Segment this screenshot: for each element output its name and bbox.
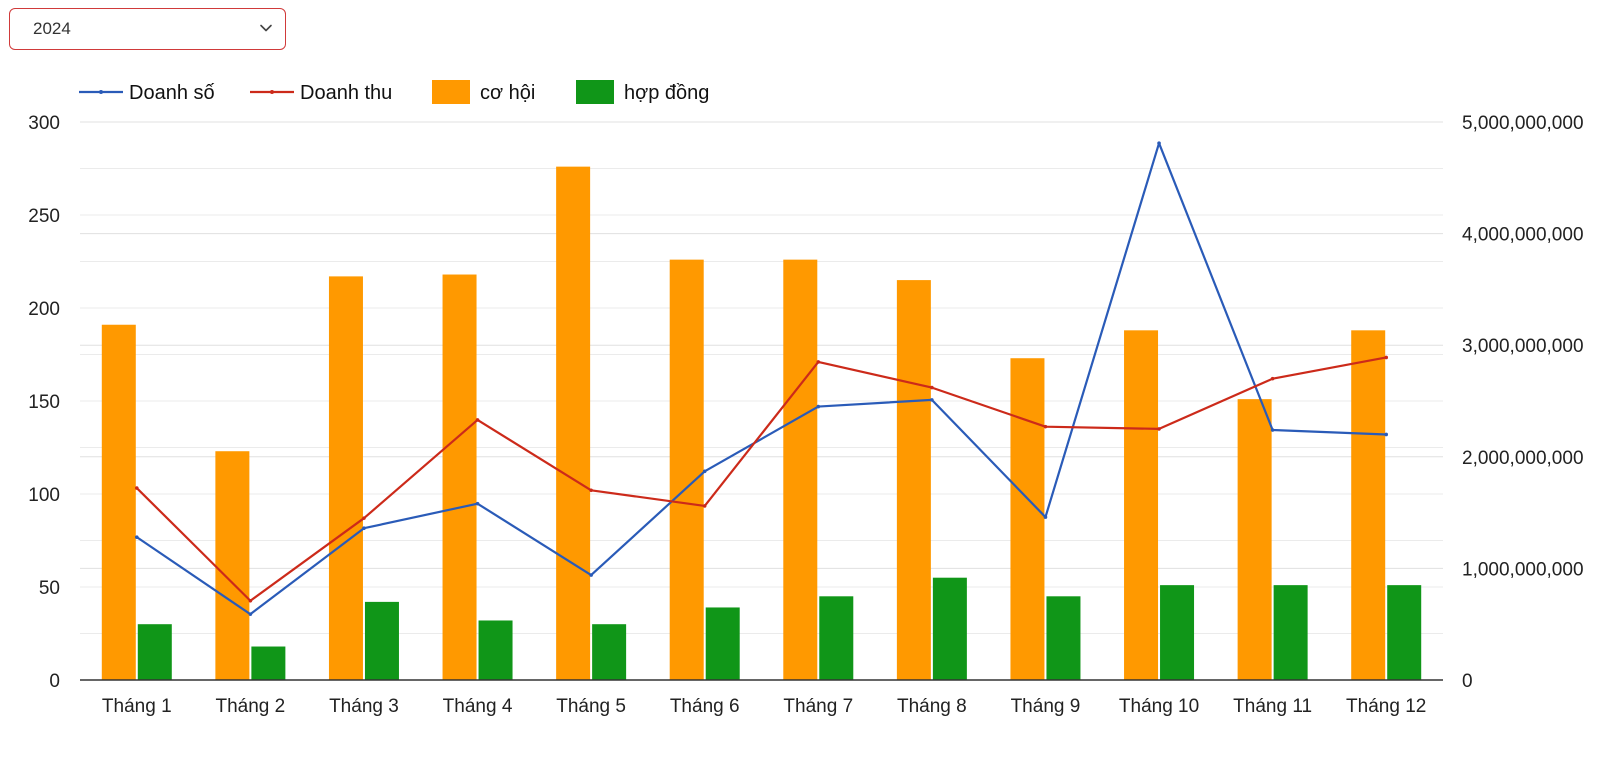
point-Doanh-thu-5 bbox=[589, 488, 593, 492]
legend-label: Doanh thu bbox=[300, 82, 392, 104]
bar-hợp-đồng-6 bbox=[706, 607, 740, 680]
bar-cơ-hội-2 bbox=[215, 451, 249, 680]
legend-label: cơ hội bbox=[480, 82, 535, 104]
right-tick-label: 5,000,000,000 bbox=[1462, 113, 1584, 134]
left-tick-label: 200 bbox=[28, 299, 60, 320]
point-Doanh-thu-10 bbox=[1157, 427, 1161, 431]
legend-swatch-bar bbox=[576, 80, 614, 104]
bar-hợp-đồng-7 bbox=[819, 596, 853, 680]
point-Doanh-thu-4 bbox=[476, 418, 480, 422]
legend-swatch-bar bbox=[432, 80, 470, 104]
point-Doanh-số-7 bbox=[816, 405, 820, 409]
bar-cơ-hội-11 bbox=[1238, 399, 1272, 680]
legend-swatch-point bbox=[99, 90, 103, 94]
x-tick-label: Tháng 6 bbox=[670, 696, 740, 717]
x-tick-label: Tháng 5 bbox=[556, 696, 626, 717]
left-tick-label: 100 bbox=[28, 485, 60, 506]
bar-cơ-hội-4 bbox=[443, 275, 477, 680]
point-Doanh-thu-6 bbox=[703, 504, 707, 508]
bar-hợp-đồng-5 bbox=[592, 624, 626, 680]
left-tick-label: 0 bbox=[49, 671, 60, 692]
point-Doanh-thu-11 bbox=[1271, 377, 1275, 381]
right-tick-label: 3,000,000,000 bbox=[1462, 336, 1584, 357]
bar-hợp-đồng-1 bbox=[138, 624, 172, 680]
point-Doanh-số-9 bbox=[1044, 515, 1048, 519]
point-Doanh-thu-12 bbox=[1384, 356, 1388, 360]
left-tick-label: 50 bbox=[39, 578, 60, 599]
left-tick-label: 300 bbox=[28, 113, 60, 134]
left-tick-label: 150 bbox=[28, 392, 60, 413]
right-tick-label: 2,000,000,000 bbox=[1462, 448, 1584, 469]
point-Doanh-thu-1 bbox=[135, 486, 139, 490]
line-Doanh-số bbox=[137, 143, 1386, 614]
bar-hợp-đồng-3 bbox=[365, 602, 399, 680]
legend-label: hợp đồng bbox=[624, 82, 709, 104]
legend-label: Doanh số bbox=[129, 82, 215, 104]
x-tick-label: Tháng 12 bbox=[1346, 696, 1426, 717]
bar-hợp-đồng-11 bbox=[1274, 585, 1308, 680]
point-Doanh-thu-9 bbox=[1044, 425, 1048, 429]
bar-cơ-hội-9 bbox=[1010, 358, 1044, 680]
point-Doanh-số-4 bbox=[476, 502, 480, 506]
point-Doanh-thu-7 bbox=[816, 360, 820, 364]
x-tick-label: Tháng 1 bbox=[102, 696, 172, 717]
x-tick-label: Tháng 7 bbox=[783, 696, 853, 717]
point-Doanh-số-3 bbox=[362, 526, 366, 530]
bar-cơ-hội-1 bbox=[102, 325, 136, 680]
bars bbox=[102, 167, 1421, 680]
bar-hợp-đồng-4 bbox=[479, 620, 513, 680]
bar-cơ-hội-7 bbox=[783, 260, 817, 680]
point-Doanh-số-10 bbox=[1157, 141, 1161, 145]
line-Doanh-thu bbox=[137, 357, 1386, 600]
right-tick-label: 4,000,000,000 bbox=[1462, 225, 1584, 246]
right-tick-label: 1,000,000,000 bbox=[1462, 559, 1584, 580]
bar-cơ-hội-5 bbox=[556, 167, 590, 680]
point-Doanh-thu-3 bbox=[362, 516, 366, 520]
point-Doanh-thu-8 bbox=[930, 386, 934, 390]
x-tick-label: Tháng 4 bbox=[443, 696, 513, 717]
bar-hợp-đồng-2 bbox=[251, 647, 285, 680]
series-lines bbox=[135, 141, 1388, 616]
point-Doanh-số-1 bbox=[135, 535, 139, 539]
legend: Doanh số Doanh thu cơ hội hợp đồng bbox=[79, 80, 709, 104]
point-Doanh-số-6 bbox=[703, 470, 707, 474]
left-tick-label: 250 bbox=[28, 206, 60, 227]
point-Doanh-số-2 bbox=[249, 612, 253, 616]
x-tick-label: Tháng 2 bbox=[216, 696, 286, 717]
bar-hợp-đồng-8 bbox=[933, 578, 967, 680]
bar-hợp-đồng-12 bbox=[1387, 585, 1421, 680]
x-tick-label: Tháng 11 bbox=[1233, 696, 1312, 717]
bar-cơ-hội-3 bbox=[329, 276, 363, 680]
bar-hợp-đồng-9 bbox=[1046, 596, 1080, 680]
bar-hợp-đồng-10 bbox=[1160, 585, 1194, 680]
bar-cơ-hội-8 bbox=[897, 280, 931, 680]
x-tick-label: Tháng 10 bbox=[1119, 696, 1199, 717]
point-Doanh-số-5 bbox=[589, 573, 593, 577]
point-Doanh-số-11 bbox=[1271, 428, 1275, 432]
x-tick-label: Tháng 9 bbox=[1011, 696, 1081, 717]
point-Doanh-số-8 bbox=[930, 398, 934, 402]
right-tick-label: 0 bbox=[1462, 671, 1473, 692]
point-Doanh-số-12 bbox=[1384, 433, 1388, 437]
x-tick-label: Tháng 3 bbox=[329, 696, 399, 717]
bar-cơ-hội-12 bbox=[1351, 330, 1385, 680]
bar-cơ-hội-10 bbox=[1124, 330, 1158, 680]
legend-swatch-point bbox=[270, 90, 274, 94]
point-Doanh-thu-2 bbox=[249, 599, 253, 603]
bar-cơ-hội-6 bbox=[670, 260, 704, 680]
x-tick-label: Tháng 8 bbox=[897, 696, 967, 717]
